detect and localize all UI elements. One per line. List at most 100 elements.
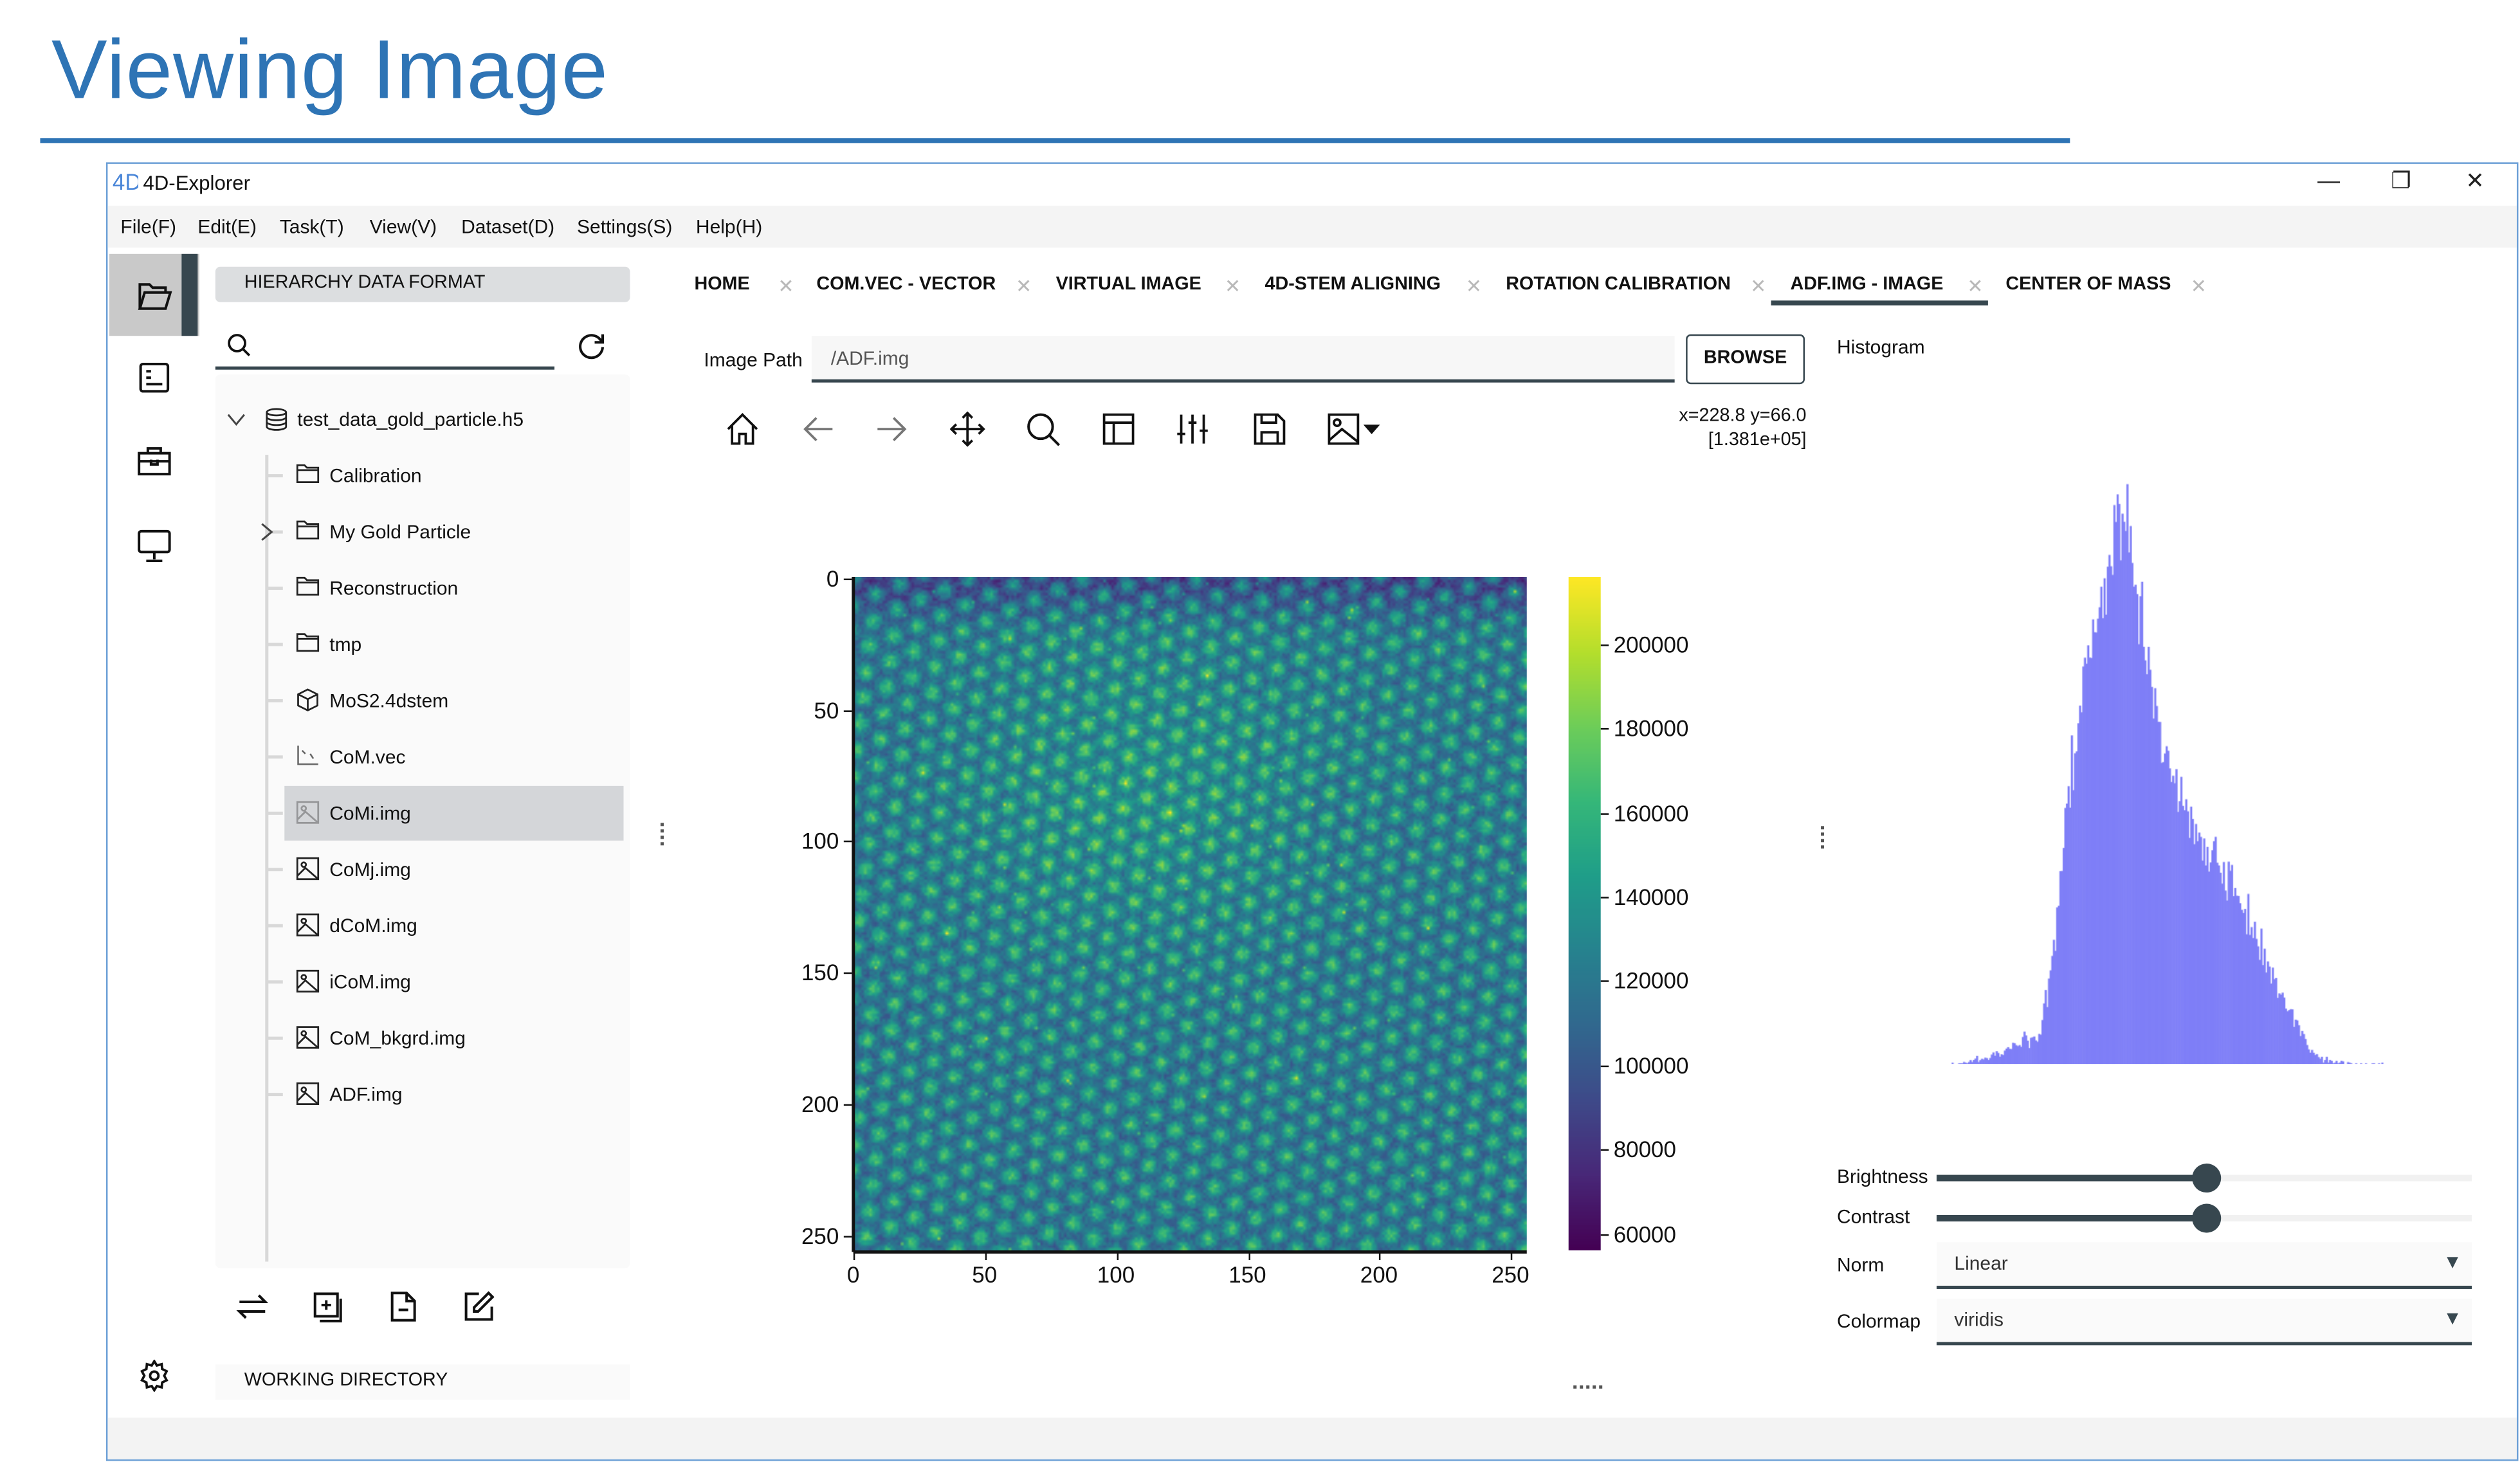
tree-item[interactable]: test_data_gold_particle.h5: [215, 392, 630, 447]
tree-item-label: CoM_bkgrd.img: [329, 1027, 466, 1050]
tab-com-vec-vector[interactable]: COM.VEC - VECTOR: [816, 275, 996, 295]
tree-item[interactable]: CoMi.img: [215, 785, 630, 841]
title-bar: 4D 4D-Explorer — ❐ ✕: [107, 164, 2517, 203]
forward-arrow-icon[interactable]: [874, 412, 909, 447]
y-tick-mark: [843, 973, 852, 974]
tree-branch-line: [266, 530, 283, 534]
menu-dataset[interactable]: Dataset(D): [461, 215, 555, 238]
app-logo-icon: 4D: [113, 169, 138, 194]
tab-close-icon[interactable]: ✕: [1016, 275, 1032, 298]
menu-task[interactable]: Task(T): [279, 215, 344, 238]
tab-4d-stem-aligning[interactable]: 4D-STEM ALIGNING: [1265, 275, 1441, 295]
image-path-input[interactable]: /ADF.img: [811, 336, 1675, 383]
tree-item[interactable]: ADF.img: [215, 1067, 630, 1122]
left-splitter-handle[interactable]: [660, 823, 665, 848]
title-divider: [40, 138, 2070, 143]
menu-file[interactable]: File(F): [120, 215, 177, 238]
browse-button[interactable]: BROWSE: [1686, 334, 1805, 385]
contrast-slider-thumb[interactable]: [2192, 1203, 2222, 1233]
tree-branch-line: [266, 474, 283, 478]
norm-dropdown[interactable]: Linear ▼: [1936, 1242, 2472, 1289]
tab-center-of-mass[interactable]: CENTER OF MASS: [2005, 275, 2171, 295]
tree-item[interactable]: Calibration: [215, 448, 630, 503]
brightness-slider[interactable]: [1936, 1164, 2472, 1193]
restore-button[interactable]: ❐: [2391, 167, 2411, 193]
minimize-button[interactable]: —: [2317, 167, 2341, 193]
tree-item[interactable]: MoS2.4dstem: [215, 673, 630, 728]
brightness-slider-thumb[interactable]: [2192, 1164, 2222, 1193]
refresh-icon[interactable]: [576, 329, 608, 361]
tree-item-label: MoS2.4dstem: [329, 689, 449, 712]
gear-icon[interactable]: [138, 1359, 170, 1392]
menu-view[interactable]: View(V): [369, 215, 437, 238]
colorbar-tick-label: 160000: [1613, 800, 1689, 826]
adjust-icon[interactable]: [1175, 412, 1210, 447]
colormap-dropdown[interactable]: viridis ▼: [1936, 1298, 2472, 1346]
tree-branch-line: [266, 755, 283, 759]
bottom-splitter-handle[interactable]: [1573, 1385, 1603, 1392]
tree-item[interactable]: CoM.vec: [215, 729, 630, 784]
tree-item[interactable]: tmp: [215, 617, 630, 672]
folder-icon: [296, 463, 320, 492]
menu-settings[interactable]: Settings(S): [577, 215, 673, 238]
chevron-right-icon[interactable]: [257, 521, 277, 550]
x-tick-label: 200: [1360, 1261, 1398, 1288]
adf-image[interactable]: [853, 577, 1527, 1250]
y-tick-mark: [843, 1104, 852, 1106]
menu-help[interactable]: Help(H): [695, 215, 763, 238]
tab-virtual-image[interactable]: VIRTUAL IMAGE: [1055, 275, 1201, 295]
tab-close-icon[interactable]: ✕: [778, 275, 794, 298]
folder-icon: [296, 519, 320, 548]
tab-home[interactable]: HOME: [694, 275, 750, 295]
edit-icon[interactable]: [463, 1290, 495, 1322]
vector-icon: [296, 744, 320, 774]
tab-close-icon[interactable]: ✕: [2190, 275, 2207, 298]
app-title: 4D-Explorer: [143, 172, 251, 195]
back-arrow-icon[interactable]: [800, 412, 835, 447]
tab-adf-img-image[interactable]: ADF.IMG - IMAGE: [1790, 275, 1944, 295]
tab-rotation-calibration[interactable]: ROTATION CALIBRATION: [1506, 275, 1731, 295]
add-file-icon[interactable]: [312, 1290, 344, 1322]
swap-icon[interactable]: [235, 1290, 270, 1322]
menu-edit[interactable]: Edit(E): [197, 215, 257, 238]
home-icon[interactable]: [725, 412, 760, 447]
hierarchy-tree: test_data_gold_particle.h5 Calibration My …: [215, 374, 630, 1268]
x-tick-mark: [853, 1252, 855, 1260]
histogram: [1920, 453, 2411, 1065]
colorbar: [1568, 577, 1601, 1250]
folder-icon: [296, 576, 320, 605]
tree-item[interactable]: dCoM.img: [215, 899, 630, 953]
image-options-icon[interactable]: [1326, 412, 1380, 447]
pan-icon[interactable]: [949, 411, 985, 447]
chevron-down-icon[interactable]: [226, 408, 246, 437]
subplots-icon[interactable]: [1101, 412, 1137, 447]
close-button[interactable]: ✕: [2465, 167, 2485, 193]
tree-item[interactable]: iCoM.img: [215, 955, 630, 1009]
tree-item[interactable]: CoMj.img: [215, 842, 630, 897]
dropdown-arrow-icon: ▼: [2443, 1250, 2463, 1273]
tree-item[interactable]: CoM_bkgrd.img: [215, 1011, 630, 1066]
remove-file-icon[interactable]: [389, 1290, 418, 1322]
tree-branch-line: [266, 643, 283, 646]
tree-item[interactable]: Reconstruction: [215, 561, 630, 616]
tree-item[interactable]: My Gold Particle: [215, 505, 630, 560]
contrast-slider[interactable]: [1936, 1203, 2472, 1233]
save-icon[interactable]: [1252, 412, 1287, 447]
tab-close-icon[interactable]: ✕: [1967, 275, 1984, 298]
tab-close-icon[interactable]: ✕: [1225, 275, 1241, 298]
tree-search-field[interactable]: [215, 323, 555, 370]
tab-close-icon[interactable]: ✕: [1465, 275, 1482, 298]
tab-close-icon[interactable]: ✕: [1750, 275, 1767, 298]
monitor-icon[interactable]: [136, 529, 172, 564]
image-icon: [296, 1025, 320, 1057]
zoom-icon[interactable]: [1025, 412, 1061, 447]
working-directory-header[interactable]: WORKING DIRECTORY: [215, 1364, 630, 1400]
tree-search-input[interactable]: [260, 327, 549, 363]
cursor-position: x=228.8 y=66.0: [1679, 407, 1807, 426]
document-list-icon[interactable]: [138, 361, 170, 394]
toolbox-icon[interactable]: [136, 445, 172, 477]
selected-row-highlight: [284, 785, 624, 841]
right-splitter-handle[interactable]: [1821, 826, 1825, 852]
x-tick-mark: [985, 1252, 987, 1260]
folder-open-icon[interactable]: [136, 280, 172, 312]
